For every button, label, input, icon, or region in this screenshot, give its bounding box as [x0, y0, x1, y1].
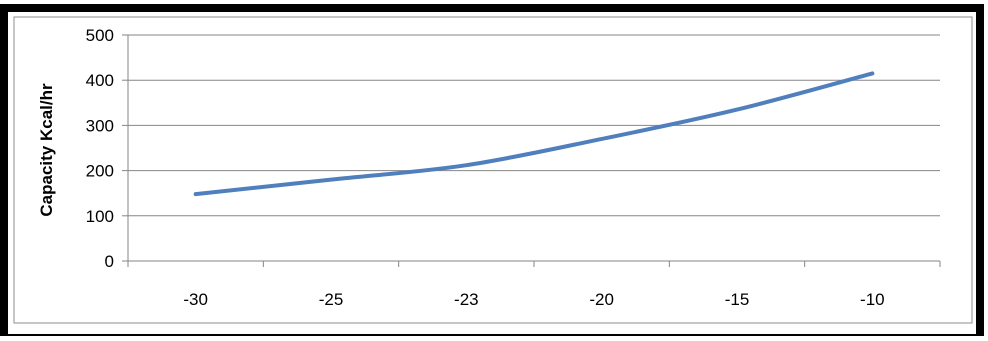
- x-tick-label: -10: [860, 290, 885, 309]
- y-tick-label: 200: [86, 162, 114, 181]
- y-axis-title: Capacity Kcal/hr: [37, 83, 56, 217]
- series-line: [193, 71, 875, 197]
- x-tick-label: -30: [183, 290, 208, 309]
- x-tick-label: -23: [454, 290, 479, 309]
- gridlines: [128, 34, 940, 217]
- y-tick-labels: 0 100 200 300 400 500: [86, 26, 114, 271]
- y-tick-label: 100: [86, 207, 114, 226]
- x-tick-labels: -30 -25 -23 -20 -15 -10: [183, 290, 884, 309]
- y-tick-label: 500: [86, 26, 114, 45]
- x-tick-label: -15: [725, 290, 750, 309]
- series-lines: [193, 71, 875, 197]
- axes: [122, 34, 941, 267]
- x-tick-label: -20: [589, 290, 614, 309]
- y-tick-label: 300: [86, 116, 114, 135]
- y-tick-label: 0: [105, 252, 114, 271]
- y-tick-label: 400: [86, 71, 114, 90]
- x-tick-label: -25: [319, 290, 344, 309]
- chart-area-border: [13, 16, 973, 324]
